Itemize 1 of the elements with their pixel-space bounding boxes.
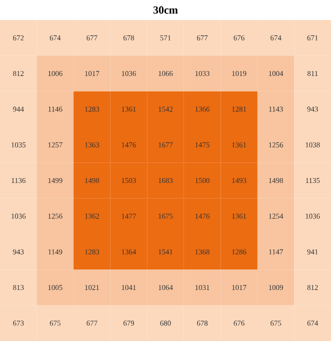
chart-title: 30cm [153, 6, 178, 14]
